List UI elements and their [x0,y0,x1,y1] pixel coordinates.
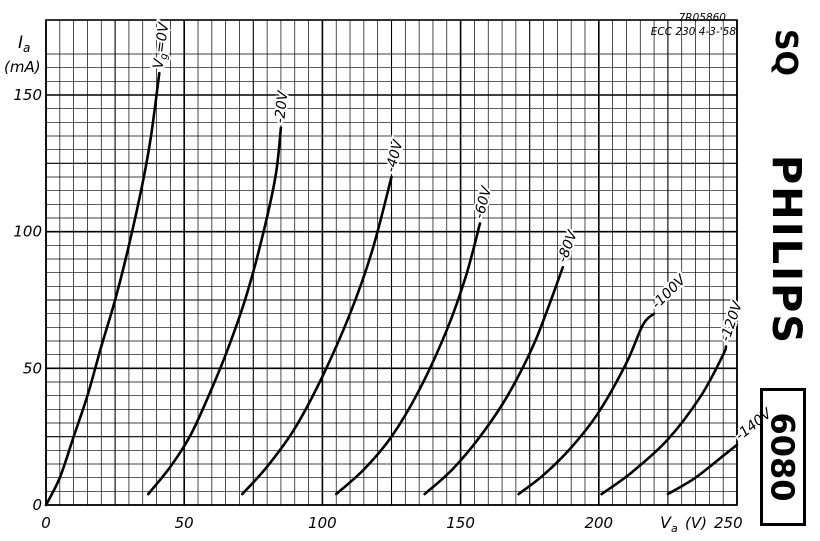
y-tick-label: 150 [13,86,42,104]
tick-labels: 0 50 100 150 200 0 50 100 150 [13,86,613,532]
curve-line [240,175,393,496]
curve-label: Vg=0V [150,20,174,70]
grid-minor [46,20,737,505]
x-axis-symbol: Va [660,513,678,535]
curve-label: -100V [649,271,691,312]
curve-line [600,345,728,496]
curve-label: -20V [272,89,292,124]
curve-label: -40V [383,137,407,174]
curve-label: -120V [718,298,747,344]
curve-line [666,443,739,496]
doc-ref-code: ECC 230 4-3-'58 [650,26,736,38]
plate-curves [44,71,739,507]
curve-line [44,71,161,507]
curve-line [517,312,656,496]
brand-logo: PHILIPS [763,154,810,346]
x-tick-label: 50 [175,514,194,532]
x-tick-label: 200 [584,514,613,532]
grid-major [45,19,738,506]
curve-line [146,126,283,496]
plot-frame [45,19,738,506]
y-axis-unit: (mA) [4,58,41,76]
y-tick-label: 100 [13,223,42,241]
doc-ref-number: 7R05860 [678,12,726,24]
y-tick-label: 0 [32,496,42,514]
x-tick-label: 100 [308,514,337,532]
y-tick-label: 50 [23,359,42,377]
x-tick-label: 0 [41,514,51,532]
x-axis-end-label: 250 [714,514,743,532]
curve-label: -60V [471,184,495,221]
tube-type-box: 6080 [760,388,806,526]
y-axis-symbol: Ia [18,33,30,55]
x-tick-label: 150 [446,514,475,532]
x-axis-unit: (V) [685,514,707,532]
side-mark: SQ [768,28,804,76]
curve-line [334,222,482,496]
curve-line [423,265,565,496]
